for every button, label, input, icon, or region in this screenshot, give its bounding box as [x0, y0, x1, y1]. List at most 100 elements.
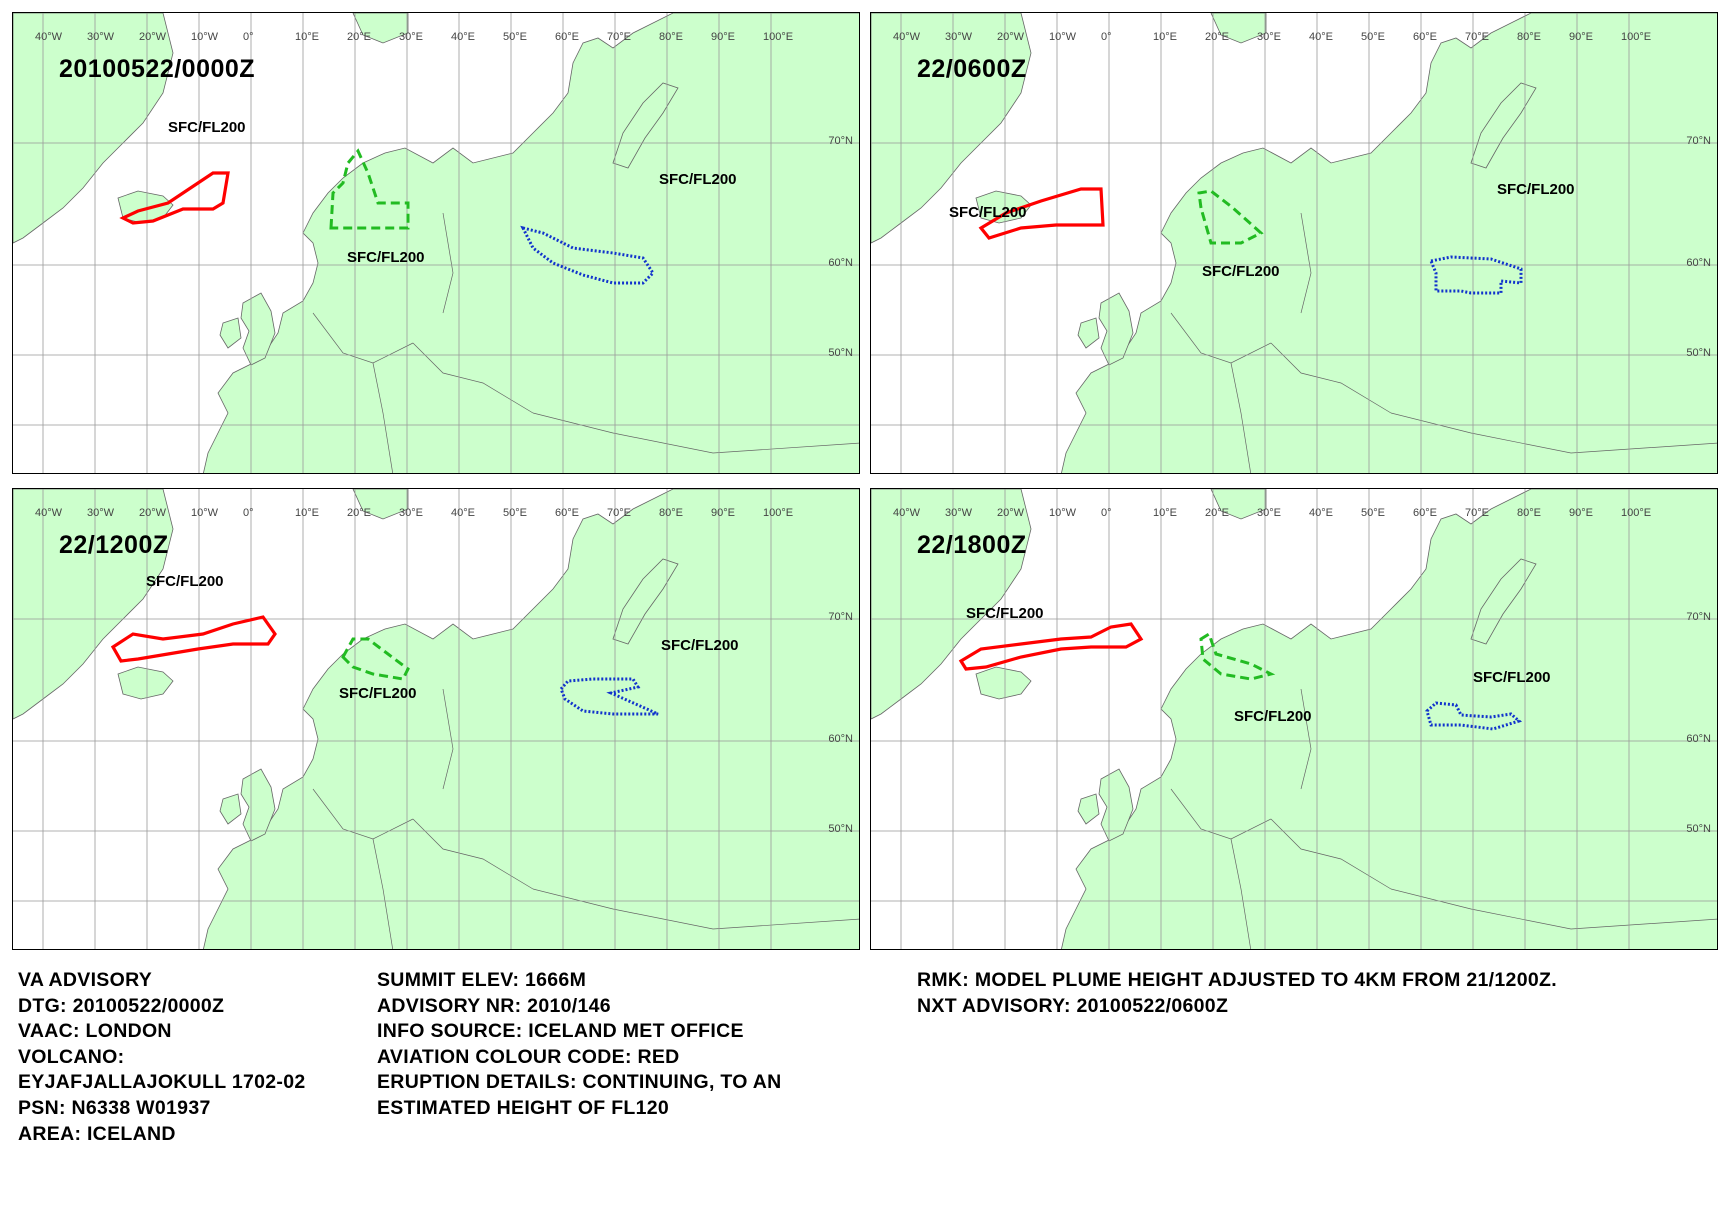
country-border: [1170, 788, 1272, 840]
lon-tick-label: 30°W: [945, 507, 973, 519]
advisory-line: SUMMIT ELEV: 1666M: [377, 969, 587, 991]
lat-tick-label: 60°N: [828, 257, 853, 269]
plume-sfc-fl200-green: [329, 148, 410, 230]
land-mass: [1210, 13, 1267, 44]
plume-sfc-fl200-red: [119, 171, 230, 225]
lon-tick-label: 40°W: [893, 31, 921, 43]
lon-tick-label: 60°E: [555, 507, 579, 519]
lat-tick-label: 60°N: [828, 733, 853, 745]
lon-tick-label: 0°: [243, 31, 254, 43]
lon-tick-label: 10°E: [1153, 31, 1177, 43]
lon-tick-label: 0°: [1101, 31, 1112, 43]
plume-sfc-fl200-green: [1199, 631, 1276, 681]
country-border: [1230, 838, 1252, 949]
map-panel-0000z: 20100522/0000Z SFC/FL200 SFC/FL200 SFC/F…: [12, 12, 860, 474]
land-mass: [1098, 768, 1134, 842]
lon-tick-label: 0°: [1101, 507, 1112, 519]
lon-tick-label: 40°E: [1309, 507, 1333, 519]
lat-tick-label: 60°N: [1686, 733, 1711, 745]
lon-tick-label: 20°W: [997, 507, 1025, 519]
lon-tick-label: 10°W: [1049, 507, 1077, 519]
lon-tick-label: 90°E: [1569, 507, 1593, 519]
land-mass: [975, 190, 1032, 224]
lon-tick-label: 80°E: [659, 31, 683, 43]
lon-tick-label: 40°W: [35, 507, 63, 519]
lat-tick-label: 70°N: [828, 135, 853, 147]
lon-tick-label: 60°E: [1413, 507, 1437, 519]
plume-sfc-fl200-green: [1197, 189, 1264, 245]
plume-sfc-fl200-red: [978, 187, 1105, 240]
advisory-line: AREA: ICELAND: [18, 1122, 176, 1145]
advisory-line: VAAC: LONDON: [18, 1020, 172, 1043]
lon-tick-label: 20°E: [347, 31, 371, 43]
lat-tick-label: 70°N: [828, 611, 853, 623]
land-mass: [1077, 793, 1100, 825]
lon-tick-label: 60°E: [555, 31, 579, 43]
land-mass: [352, 13, 409, 44]
plume-label: SFC/FL200: [659, 171, 737, 188]
lat-tick-label: 50°N: [828, 347, 853, 359]
advisory-col-2: SUMMIT ELEV: 1666M ADVISORY NR: 2010/146…: [377, 968, 781, 1122]
advisory-line: DTG: 20100522/0000Z: [18, 994, 225, 1017]
lon-tick-label: 10°W: [191, 507, 219, 519]
lat-tick-label: 60°N: [1686, 257, 1711, 269]
country-border: [1270, 342, 1392, 414]
country-border: [1300, 212, 1312, 314]
country-border: [1230, 362, 1252, 473]
land-mass: [612, 558, 679, 645]
country-border: [312, 312, 414, 364]
lon-tick-label: 100°E: [1621, 507, 1652, 519]
lon-tick-label: 90°E: [711, 31, 735, 43]
lon-tick-label: 20°E: [347, 507, 371, 519]
lon-tick-label: 20°E: [1205, 31, 1229, 43]
land-mass: [240, 292, 276, 366]
lon-tick-label: 50°E: [503, 31, 527, 43]
plume-sfc-fl200-red: [110, 615, 277, 663]
lon-tick-label: 40°W: [893, 507, 921, 519]
panel-title: 22/1200Z: [59, 531, 169, 559]
plume-sfc-fl200-green: [341, 637, 410, 681]
map-svg: [13, 13, 859, 473]
lon-tick-label: 40°E: [1309, 31, 1333, 43]
country-border: [372, 838, 394, 949]
land-mass: [1470, 82, 1537, 169]
lon-tick-label: 70°E: [607, 31, 631, 43]
country-border: [442, 688, 454, 790]
land-mass: [871, 13, 1032, 244]
lon-tick-label: 30°W: [945, 31, 973, 43]
lon-tick-label: 50°E: [503, 507, 527, 519]
map-svg: [871, 13, 1717, 473]
lon-tick-label: 40°E: [451, 507, 475, 519]
advisory-line: ADVISORY NR: 2010/146: [377, 994, 611, 1017]
map-svg: [871, 489, 1717, 949]
lon-tick-label: 80°E: [659, 507, 683, 519]
land-mass: [871, 489, 1032, 720]
land-mass: [975, 666, 1032, 700]
lon-tick-label: 30°E: [1257, 31, 1281, 43]
lat-tick-label: 50°N: [1686, 823, 1711, 835]
lon-tick-label: 10°W: [191, 31, 219, 43]
plume-label: SFC/FL200: [146, 573, 224, 590]
lat-tick-label: 70°N: [1686, 135, 1711, 147]
panel-title: 22/1800Z: [917, 531, 1027, 559]
plume-sfc-fl200-red: [958, 622, 1144, 671]
land-mass: [203, 489, 859, 949]
plume-label: SFC/FL200: [966, 605, 1044, 622]
plume-label: SFC/FL200: [347, 249, 425, 266]
plume-label: SFC/FL200: [661, 637, 739, 654]
country-border: [1300, 688, 1312, 790]
lon-tick-label: 90°E: [1569, 31, 1593, 43]
country-border: [412, 342, 534, 414]
lon-tick-label: 10°E: [295, 31, 319, 43]
advisory-line: PSN: N6338 W01937: [18, 1096, 211, 1119]
land-mass: [1061, 13, 1717, 473]
land-mass: [1470, 558, 1537, 645]
land-mass: [1061, 489, 1717, 949]
lon-tick-label: 20°W: [997, 31, 1025, 43]
advisory-line: RMK: MODEL PLUME HEIGHT ADJUSTED TO 4KM …: [917, 969, 1557, 991]
land-mass: [117, 666, 174, 700]
lat-tick-label: 50°N: [828, 823, 853, 835]
map-svg: [13, 489, 859, 949]
country-border: [1390, 888, 1717, 930]
lon-tick-label: 80°E: [1517, 507, 1541, 519]
